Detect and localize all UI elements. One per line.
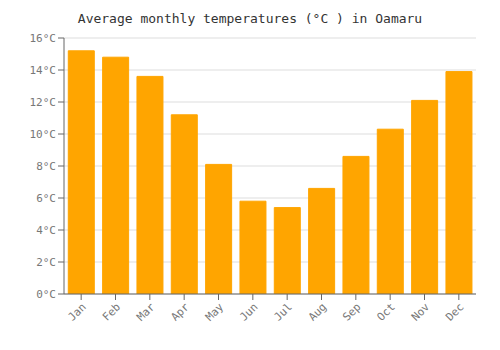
svg-text:Feb: Feb bbox=[100, 300, 123, 323]
svg-text:Nov: Nov bbox=[409, 300, 433, 324]
svg-text:Mar: Mar bbox=[134, 300, 158, 324]
svg-text:12°C: 12°C bbox=[30, 96, 57, 109]
svg-text:8°C: 8°C bbox=[36, 160, 56, 173]
svg-text:Aug: Aug bbox=[306, 300, 329, 323]
svg-text:Apr: Apr bbox=[169, 300, 193, 324]
svg-text:May: May bbox=[203, 300, 227, 324]
svg-text:14°C: 14°C bbox=[30, 64, 57, 77]
svg-text:Dec: Dec bbox=[443, 300, 466, 323]
svg-text:Jun: Jun bbox=[237, 300, 260, 323]
svg-text:4°C: 4°C bbox=[36, 224, 56, 237]
svg-text:2°C: 2°C bbox=[36, 256, 56, 269]
svg-text:Jan: Jan bbox=[66, 300, 89, 323]
svg-text:10°C: 10°C bbox=[30, 128, 57, 141]
svg-text:16°C: 16°C bbox=[30, 32, 57, 45]
html-text:Average monthly temperatures (: Average monthly temperatures (°C ) in Oa… bbox=[77, 11, 423, 26]
svg-text:Oct: Oct bbox=[375, 300, 398, 323]
svg-text:0°C: 0°C bbox=[36, 288, 56, 301]
svg-text:Sep: Sep bbox=[340, 300, 363, 323]
svg-text:6°C: 6°C bbox=[36, 192, 56, 205]
svg-text:Jul: Jul bbox=[272, 300, 295, 323]
